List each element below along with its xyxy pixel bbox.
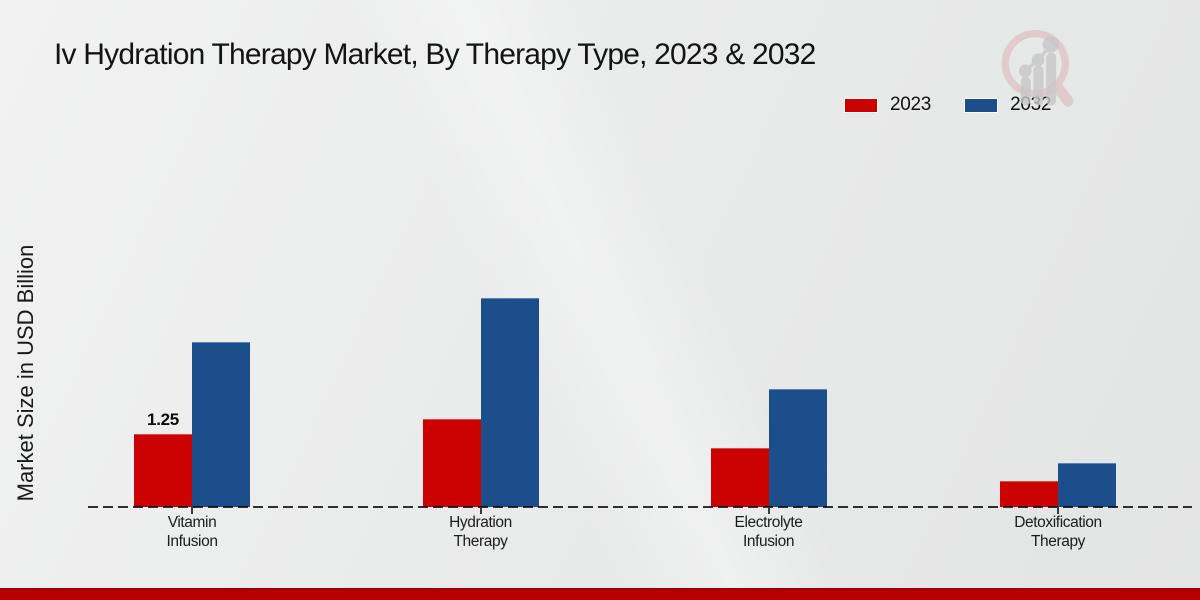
- bar-2023-detoxification-therapy: [1000, 480, 1058, 507]
- x-axis-label-electrolyte-infusion: Electrolyte Infusion: [734, 514, 803, 550]
- bar-2032-electrolyte-infusion: [768, 389, 827, 507]
- x-axis-label-vitamin-infusion: Vitamin Infusion: [166, 514, 218, 550]
- x-tick-electrolyte-infusion: [767, 507, 770, 514]
- bar-2023-vitamin-infusion: [134, 433, 192, 507]
- bar-value-label-2023-vitamin-infusion: 1.25: [147, 409, 179, 429]
- legend: 2023 2032: [844, 94, 1051, 116]
- x-tick-hydration-therapy: [479, 507, 482, 514]
- x-axis-label-detoxification-therapy: Detoxification Therapy: [1014, 514, 1102, 550]
- legend-label-2023: 2023: [890, 94, 932, 115]
- legend-swatch-2032: [964, 97, 999, 113]
- bar-2032-hydration-therapy: [480, 298, 539, 507]
- bar-2023-hydration-therapy: [422, 418, 481, 507]
- x-tick-detoxification-therapy: [1057, 507, 1059, 514]
- legend-swatch-2023: [844, 97, 878, 113]
- bar-2032-vitamin-infusion: [192, 342, 250, 507]
- bar-2023-electrolyte-infusion: [710, 448, 769, 507]
- footer-accent-bar: [0, 588, 1200, 600]
- x-axis-line: [88, 506, 1192, 508]
- magnifier-bar-chart-logo: [1001, 30, 1074, 107]
- bar-2032-detoxification-therapy: [1058, 462, 1116, 507]
- y-axis-title: Market Size in USD Billion: [13, 244, 38, 502]
- chart-title: Iv Hydration Therapy Market, By Therapy …: [54, 38, 816, 71]
- x-tick-vitamin-infusion: [191, 507, 193, 514]
- legend-item-2023: 2023: [844, 94, 965, 116]
- x-axis-label-hydration-therapy: Hydration Therapy: [449, 514, 512, 550]
